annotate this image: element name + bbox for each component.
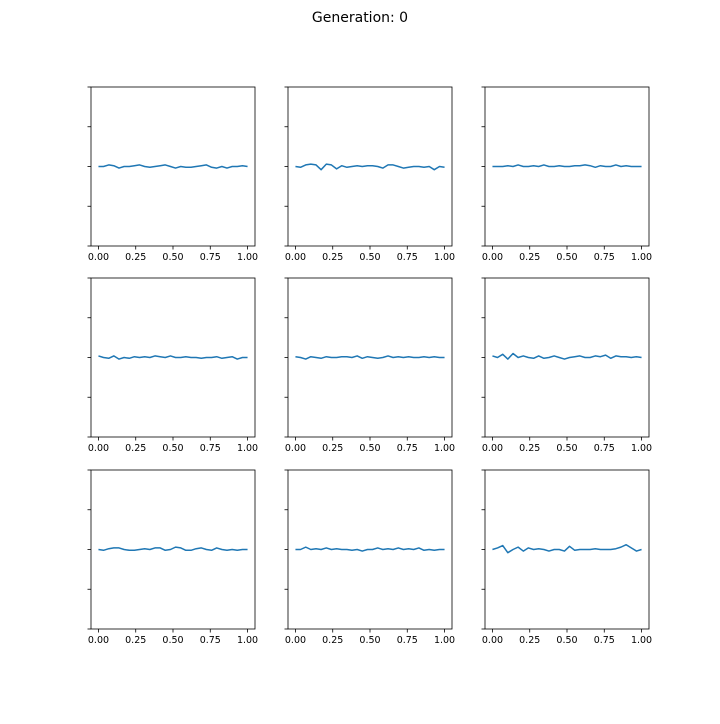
x-tick-label: 0.75 <box>594 635 615 646</box>
subplot-1: 0.00 0.25 0.50 0.75 1.00 <box>87 86 258 263</box>
x-tick-label: 0.00 <box>285 252 306 263</box>
series-line <box>295 355 445 360</box>
x-tick-label: 1.00 <box>434 443 455 454</box>
x-tick-label: 0.00 <box>482 635 503 646</box>
series-line <box>98 164 248 169</box>
series-line <box>295 163 445 171</box>
x-tick-label: 0.00 <box>285 635 306 646</box>
x-tick-label: 0.50 <box>162 635 183 646</box>
series-line <box>98 546 248 552</box>
x-tick-label: 0.75 <box>397 443 418 454</box>
x-tick-label: 1.00 <box>237 252 258 263</box>
x-tick-label: 0.50 <box>556 635 577 646</box>
x-tick-label: 0.25 <box>519 443 540 454</box>
series-line <box>492 164 642 169</box>
subplot-5: 0.00 0.25 0.50 0.75 1.00 <box>284 277 455 454</box>
x-tick-label: 0.25 <box>519 635 540 646</box>
x-tick-label: 0.50 <box>359 252 380 263</box>
subplot-2: 0.00 0.25 0.50 0.75 1.00 <box>284 86 455 263</box>
x-tick-label: 1.00 <box>434 635 455 646</box>
x-tick-label: 0.50 <box>556 252 577 263</box>
x-tick-label: 0.75 <box>397 635 418 646</box>
x-tick-label: 0.50 <box>556 443 577 454</box>
subplot-7: 0.00 0.25 0.50 0.75 1.00 <box>87 469 258 646</box>
x-tick-label: 0.00 <box>88 252 109 263</box>
x-tick-label: 0.25 <box>125 443 146 454</box>
x-tick-label: 0.75 <box>594 252 615 263</box>
subplot-8: 0.00 0.25 0.50 0.75 1.00 <box>284 469 455 646</box>
x-tick-label: 0.50 <box>162 252 183 263</box>
x-tick-label: 0.75 <box>397 252 418 263</box>
series-line <box>98 355 248 360</box>
x-tick-label: 1.00 <box>631 443 652 454</box>
x-tick-label: 0.25 <box>322 443 343 454</box>
x-tick-label: 0.00 <box>482 443 503 454</box>
x-tick-label: 1.00 <box>631 252 652 263</box>
x-tick-label: 0.50 <box>359 443 380 454</box>
subplot-3: 0.00 0.25 0.50 0.75 1.00 <box>481 86 652 263</box>
x-tick-label: 0.25 <box>125 635 146 646</box>
x-tick-label: 0.25 <box>519 252 540 263</box>
x-tick-label: 1.00 <box>237 443 258 454</box>
x-tick-label: 0.50 <box>359 635 380 646</box>
subplot-9: 0.00 0.25 0.50 0.75 1.00 <box>481 469 652 646</box>
x-tick-label: 1.00 <box>631 635 652 646</box>
x-tick-label: 0.50 <box>162 443 183 454</box>
x-tick-label: 0.75 <box>200 252 221 263</box>
x-tick-label: 0.00 <box>285 443 306 454</box>
series-line <box>492 543 642 554</box>
x-tick-label: 1.00 <box>434 252 455 263</box>
figure-title: Generation: 0 <box>311 10 409 26</box>
x-tick-label: 0.75 <box>200 635 221 646</box>
subplot-4: 0.00 0.25 0.50 0.75 1.00 <box>87 277 258 454</box>
x-tick-label: 0.00 <box>482 252 503 263</box>
x-tick-label: 0.75 <box>200 443 221 454</box>
x-tick-label: 0.25 <box>322 252 343 263</box>
x-tick-label: 1.00 <box>237 635 258 646</box>
subplot-6: 0.00 0.25 0.50 0.75 1.00 <box>481 277 652 454</box>
x-tick-label: 0.00 <box>88 443 109 454</box>
x-tick-label: 0.00 <box>88 635 109 646</box>
series-line <box>295 546 445 552</box>
x-tick-label: 0.75 <box>594 443 615 454</box>
x-tick-label: 0.25 <box>322 635 343 646</box>
x-tick-label: 0.25 <box>125 252 146 263</box>
series-line <box>492 352 642 360</box>
